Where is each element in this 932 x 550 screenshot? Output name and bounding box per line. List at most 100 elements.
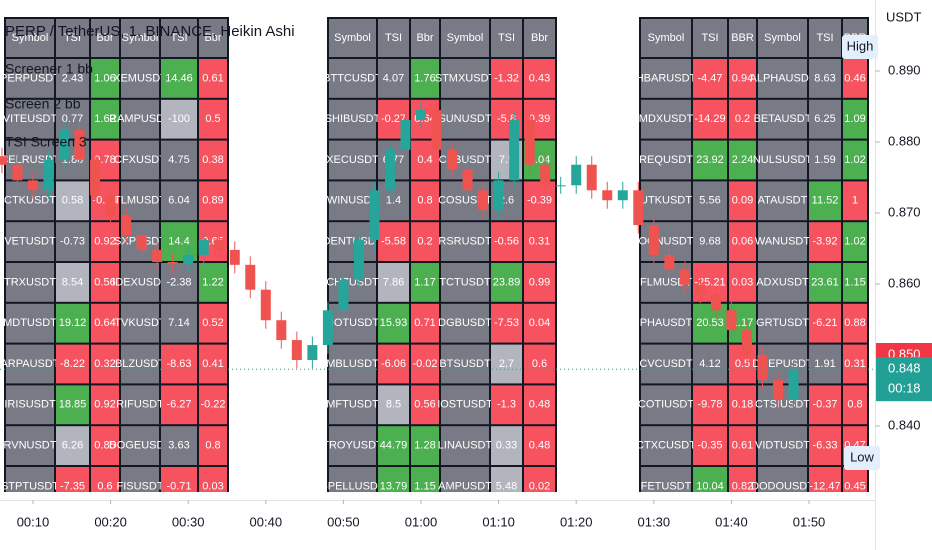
header-cell <box>121 19 159 57</box>
cell-text: CKBUSDT <box>439 154 492 166</box>
cell-text: 0.02 <box>529 480 550 492</box>
cell-text: RAMPUSDT <box>109 113 171 125</box>
column-header: Symbol <box>447 32 484 44</box>
cell-text: 0.45 <box>844 480 865 492</box>
table-cell <box>693 181 727 221</box>
indicator-label: Screener 1 bb <box>5 61 93 77</box>
candle-body <box>369 190 380 240</box>
cell-text: STMXUSDT <box>435 72 496 84</box>
candle-body <box>726 310 737 331</box>
table-cell <box>329 140 376 180</box>
cell-text: 0.18 <box>732 399 753 411</box>
table-cell <box>809 467 841 492</box>
cell-text: MDTUSDT <box>3 317 57 329</box>
countdown-label: 00:18 <box>888 381 921 396</box>
table-cell <box>729 467 756 492</box>
cell-text: 7.86 <box>383 276 404 288</box>
table-cell <box>411 222 439 261</box>
candle-body <box>59 129 70 160</box>
cell-text: 0.61 <box>732 440 753 452</box>
table-cell <box>56 467 89 492</box>
cell-text: 1.09 <box>844 113 865 125</box>
cell-text: 1.28 <box>414 440 435 452</box>
cell-text: -4.47 <box>697 72 722 84</box>
cell-text: -0.35 <box>697 440 722 452</box>
table-cell <box>693 140 727 180</box>
table-cell <box>329 59 376 98</box>
candle-body <box>462 169 473 191</box>
candle-body <box>664 254 675 270</box>
header-cell <box>524 19 555 57</box>
header-cell <box>161 19 197 57</box>
plot <box>0 101 875 409</box>
cell-text: 2.43 <box>62 72 83 84</box>
column-header: TSI <box>64 32 81 44</box>
candle-body <box>90 159 101 196</box>
column-header: TSI <box>701 32 718 44</box>
cell-text: 23.61 <box>811 276 839 288</box>
candle-body <box>602 190 613 201</box>
table-cell <box>91 467 119 492</box>
cell-text: IOSTUSDT <box>437 399 493 411</box>
candle-body <box>679 269 690 285</box>
cell-text: -14.29 <box>694 113 725 125</box>
cell-text: 0.5 <box>205 113 220 125</box>
table-cell <box>161 344 197 384</box>
x-tick-label: 01:30 <box>638 514 671 529</box>
table-cell <box>378 426 409 465</box>
price-tag <box>876 357 932 402</box>
cell-text: WINUSDT <box>327 195 379 207</box>
table-cell <box>199 426 227 465</box>
table-cell <box>524 467 555 492</box>
table-cell <box>6 426 54 465</box>
cell-text: ATAUSDT <box>758 195 808 207</box>
candle-body <box>245 264 256 290</box>
cell-text: OGNUSDT <box>639 236 694 248</box>
candle-body <box>571 164 582 186</box>
table-cell <box>693 467 727 492</box>
cell-text: -12.47 <box>809 480 840 492</box>
table-cell <box>161 181 197 221</box>
cell-text: 0.94 <box>732 72 753 84</box>
header-cell <box>411 19 439 57</box>
cell-text: 0.48 <box>529 399 550 411</box>
table-cell <box>121 426 159 465</box>
table-cell <box>758 263 807 302</box>
table-cell <box>729 263 756 302</box>
screener-tables: Symbol TSI Bbr Symbol TSI Bbr PERPUSDT 2.43 1.06… <box>0 17 869 492</box>
table-cell <box>693 222 727 261</box>
table-cell <box>411 344 439 384</box>
table-cell <box>378 385 409 425</box>
cell-text: 2.7 <box>499 358 514 370</box>
table-cell <box>161 222 197 261</box>
table-cell <box>378 263 409 302</box>
x-tick-label: 01:00 <box>405 514 438 529</box>
table-cell <box>491 263 522 302</box>
cell-text: DODOUSDT <box>751 480 814 492</box>
cell-text: 0.5 <box>735 358 750 370</box>
candle-body <box>710 294 721 311</box>
table-cell <box>809 181 841 221</box>
header-cell <box>6 19 54 57</box>
cell-text: LINAUSDT <box>438 440 493 452</box>
indicator-label: Screen 2 bb <box>5 96 81 112</box>
y-tick-label: 0.890 <box>888 62 921 77</box>
cell-text: 0.77 <box>62 113 83 125</box>
table-cell <box>329 344 376 384</box>
x-tick-label: 01:40 <box>715 514 748 529</box>
low-marker <box>844 446 880 470</box>
cell-text: 0.32 <box>94 358 115 370</box>
table-cell <box>641 426 691 465</box>
indicator-label: TSI Screen 3 <box>5 134 87 150</box>
table-cell <box>758 222 807 261</box>
cell-text: FISUSDT <box>116 480 163 492</box>
candle-body <box>105 195 116 216</box>
candle-body <box>524 119 535 165</box>
cell-text: 0.46 <box>844 72 865 84</box>
table-cell <box>91 59 119 98</box>
candle-body <box>121 215 132 236</box>
table-cell <box>121 99 159 139</box>
cell-text: CTKUSDT <box>4 195 56 207</box>
candle-body <box>12 164 23 181</box>
cell-text: 8.63 <box>814 72 835 84</box>
